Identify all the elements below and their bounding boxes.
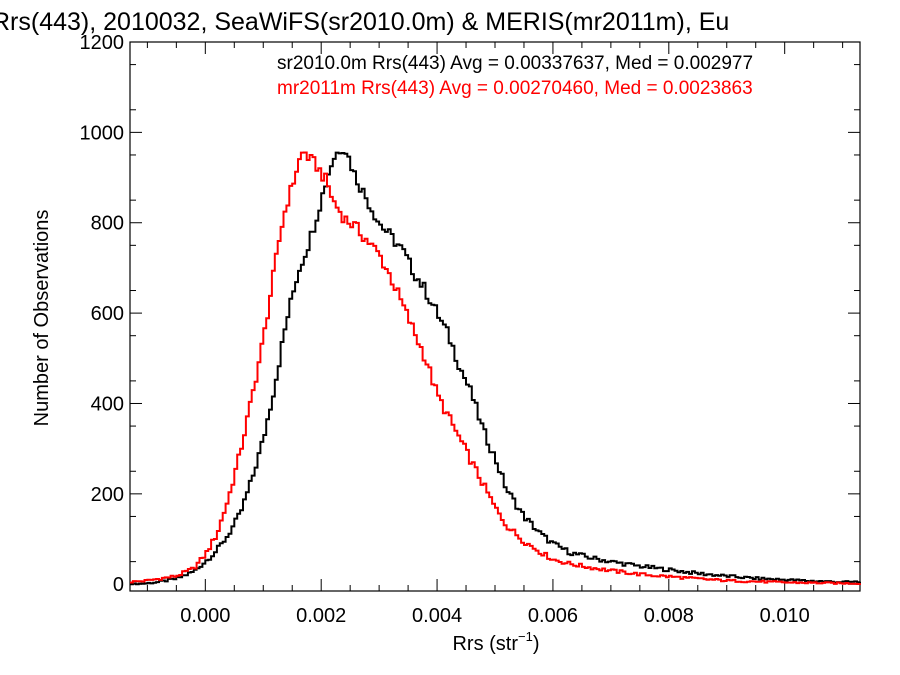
x-tick-label: 0.004 — [412, 605, 462, 627]
y-axis: 0 200 400 600 800 1000 1200 — [80, 32, 860, 596]
x-tick-label: 0.000 — [180, 605, 230, 627]
x-tick-label: 0.002 — [296, 605, 346, 627]
x-tick-label: 0.006 — [528, 605, 578, 627]
y-tick-label: 1000 — [80, 122, 125, 144]
y-tick-label: 400 — [91, 393, 124, 415]
y-tick-label: 800 — [91, 213, 124, 235]
x-axis-title-main: Rrs (str — [452, 633, 518, 655]
chart-title: Rrs(443), 2010032, SeaWiFS(sr2010.0m) & … — [0, 8, 729, 36]
series-sr2010-line — [130, 151, 861, 586]
y-axis-title: Number of Observations — [31, 210, 53, 427]
x-axis-title-superscript: −1 — [518, 629, 533, 644]
y-tick-label: 200 — [91, 484, 124, 506]
x-tick-label: 0.008 — [644, 605, 694, 627]
x-axis-title: Rrs (str−1) — [452, 629, 539, 655]
x-axis: 0.000 0.002 0.004 0.006 0.008 0.010 — [146, 42, 844, 627]
x-axis-title-close: ) — [533, 633, 540, 655]
y-tick-label: 0 — [113, 574, 124, 596]
y-tick-label: 600 — [91, 303, 124, 325]
series-mr2011-line — [130, 151, 861, 585]
legend-entry-mr2011: mr2011m Rrs(443) Avg = 0.00270460, Med =… — [277, 78, 753, 99]
legend-entry-sr2010: sr2010.0m Rrs(443) Avg = 0.00337637, Med… — [277, 53, 753, 74]
series-lines — [130, 151, 861, 586]
y-tick-label: 1200 — [80, 32, 125, 54]
x-tick-label: 0.010 — [760, 605, 810, 627]
